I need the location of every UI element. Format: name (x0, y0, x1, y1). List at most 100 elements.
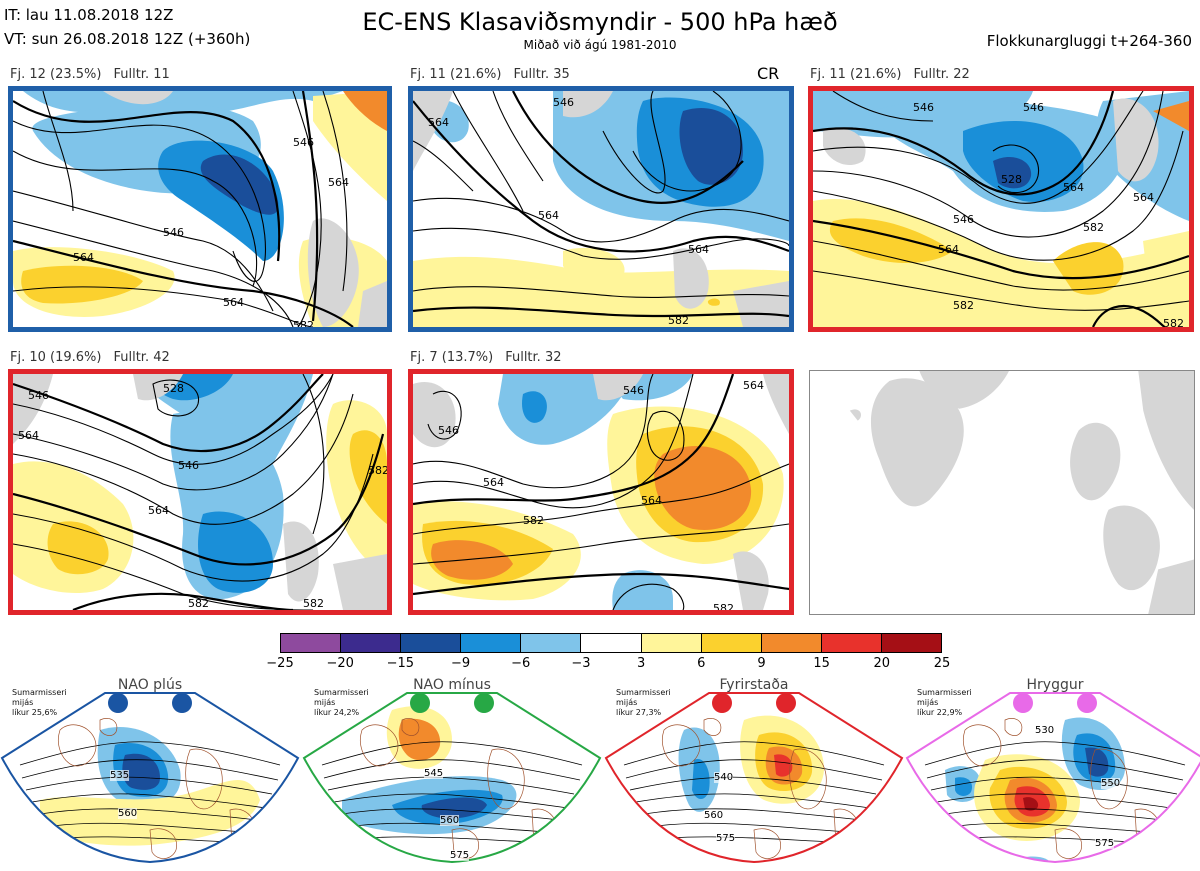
svg-text:546: 546 (178, 459, 199, 472)
colorbar-tick-label: 9 (757, 656, 766, 671)
regime-contour-label: 550 (1101, 778, 1121, 789)
colorbar-cell (701, 634, 762, 652)
regime-marker-dot (172, 693, 192, 713)
anomaly-colorbar (280, 633, 942, 653)
svg-text:546: 546 (163, 226, 184, 239)
regime-info-text: líkur 27,3% (616, 708, 662, 717)
colorbar-tick-label: −15 (386, 656, 415, 671)
svg-text:582: 582 (1083, 221, 1104, 234)
svg-text:546: 546 (913, 101, 934, 114)
colorbar-cell (821, 634, 882, 652)
regime-info-text: líkur 24,2% (314, 708, 360, 717)
svg-text:564: 564 (328, 176, 349, 189)
regime-contour-label: 535 (110, 770, 130, 781)
regime-panel[interactable]: 545 560 575 (302, 690, 602, 870)
svg-text:546: 546 (623, 384, 644, 397)
svg-text:546: 546 (953, 213, 974, 226)
svg-text:564: 564 (428, 116, 449, 129)
regime-info-text: Sumarmisseri (314, 688, 369, 697)
cluster-map-1[interactable]: 546 564 564 564 546 582 (8, 86, 392, 332)
regime-marker-dot (1013, 693, 1033, 713)
regime-info-text: mijás (616, 698, 638, 707)
regime-info-text: Sumarmisseri (917, 688, 972, 697)
colorbar-tick-label: 20 (873, 656, 891, 671)
svg-text:564: 564 (1063, 181, 1084, 194)
regime-info-text: mijás (917, 698, 939, 707)
valid-time: VT: sun 26.08.2018 12Z (+360h) (4, 30, 251, 48)
regime-marker-dot (776, 693, 796, 713)
cluster-map-2[interactable]: 546 564 564 564 582 (408, 86, 794, 332)
cluster-map-4[interactable]: 546 564 546 528 564 582 582 582 (8, 369, 392, 615)
panel-2-label: Fj. 11 (21.6%) Fulltr. 35 (410, 67, 570, 82)
regime-title: Fyrirstaða (719, 677, 789, 693)
regime-info-text: mijás (12, 698, 34, 707)
colorbar-cell (521, 634, 582, 652)
panel-3-label: Fj. 11 (21.6%) Fulltr. 22 (810, 67, 970, 82)
regime-info-text: Sumarmisseri (616, 688, 671, 697)
svg-text:582: 582 (953, 299, 974, 312)
regime-contour-label: 575 (716, 833, 736, 844)
regime-info-text: líkur 25,6% (12, 708, 58, 717)
colorbar-cell (761, 634, 822, 652)
colorbar-tick-label: 25 (933, 656, 951, 671)
regime-contour-label: 560 (440, 815, 460, 826)
colorbar-cell (641, 634, 702, 652)
empty-map (809, 370, 1195, 615)
colorbar-cell (341, 634, 402, 652)
svg-text:582: 582 (523, 514, 544, 527)
regime-panel[interactable]: 535 560 (0, 690, 300, 870)
cluster-map-3[interactable]: 546 546 564 528 564 546 564 582 582 582 (808, 86, 1194, 332)
svg-text:582: 582 (188, 597, 209, 610)
colorbar-cell (881, 634, 942, 652)
colorbar-cell (461, 634, 522, 652)
svg-text:582: 582 (293, 319, 314, 327)
svg-text:528: 528 (163, 382, 184, 395)
svg-text:546: 546 (293, 136, 314, 149)
svg-text:546: 546 (28, 389, 49, 402)
colorbar-tick-label: −3 (571, 656, 591, 671)
regime-marker-dot (410, 693, 430, 713)
svg-text:582: 582 (1163, 317, 1184, 327)
svg-text:546: 546 (553, 96, 574, 109)
colorbar-cell (281, 634, 342, 652)
classification-window: Flokkunargluggi t+264-360 (986, 32, 1192, 50)
svg-text:564: 564 (688, 243, 709, 256)
colorbar-tick-label: −9 (450, 656, 471, 671)
regime-contour-label: 540 (714, 772, 734, 783)
regime-contour-label: 545 (424, 768, 444, 779)
svg-text:582: 582 (713, 602, 734, 610)
colorbar-tick-label: 15 (813, 656, 830, 671)
regime-info-text: Sumarmisseri (12, 688, 67, 697)
svg-text:564: 564 (73, 251, 94, 264)
svg-text:564: 564 (18, 429, 39, 442)
svg-text:546: 546 (1023, 101, 1044, 114)
page-title: EC-ENS Klasaviðsmyndir - 500 hPa hæð (362, 8, 838, 36)
regime-marker-dot (474, 693, 494, 713)
svg-text:564: 564 (938, 243, 959, 256)
svg-text:582: 582 (668, 314, 689, 327)
regime-contour-label: 560 (704, 810, 724, 821)
svg-text:564: 564 (223, 296, 244, 309)
regime-title: NAO mínus (413, 677, 491, 693)
svg-text:564: 564 (641, 494, 662, 507)
regime-panel[interactable]: 540 560 575 (604, 690, 904, 870)
svg-text:546: 546 (438, 424, 459, 437)
colorbar-tick-label: −25 (266, 656, 294, 671)
regime-contour-label: 560 (118, 808, 138, 819)
regime-info-text: mijás (314, 698, 336, 707)
svg-text:564: 564 (743, 379, 764, 392)
svg-text:582: 582 (368, 464, 387, 477)
initial-time: IT: lau 11.08.2018 12Z (4, 6, 174, 24)
cluster-map-5[interactable]: 546 564 546 564 564 582 582 (408, 369, 794, 615)
svg-text:582: 582 (303, 597, 324, 610)
regime-contour-label: 575 (1095, 838, 1115, 849)
regime-marker-dot (108, 693, 128, 713)
regime-title: Hryggur (1026, 677, 1084, 693)
regime-panel[interactable]: 530 550 575 (905, 690, 1200, 870)
svg-text:564: 564 (538, 209, 559, 222)
svg-text:564: 564 (1133, 191, 1154, 204)
regime-info-text: líkur 22,9% (917, 708, 963, 717)
colorbar-tick-label: 3 (636, 656, 646, 671)
panel-1-label: Fj. 12 (23.5%) Fulltr. 11 (10, 67, 170, 82)
panel-5-label: Fj. 7 (13.7%) Fulltr. 32 (410, 350, 562, 365)
